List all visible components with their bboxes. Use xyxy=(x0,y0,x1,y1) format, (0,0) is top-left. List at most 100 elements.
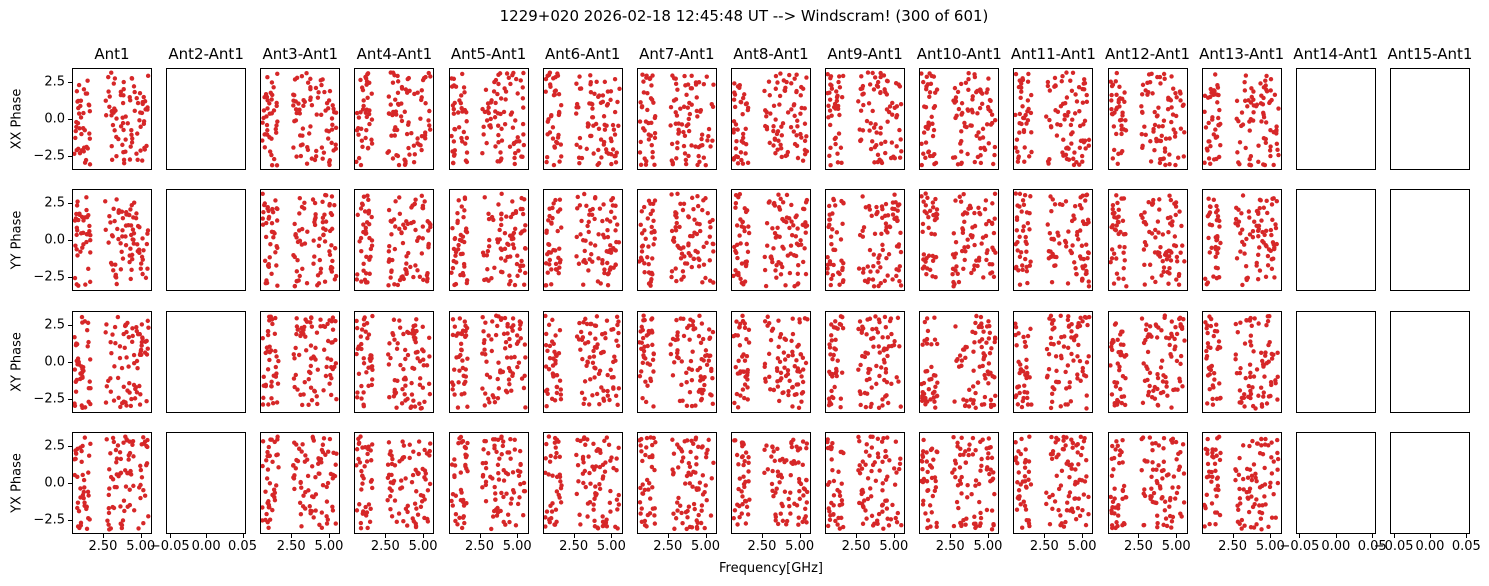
data-point xyxy=(369,247,374,252)
x-tick-mark xyxy=(517,533,519,538)
y-tick-label: −2.5 xyxy=(33,391,65,407)
y-tick-label: −2.5 xyxy=(33,148,65,164)
data-point xyxy=(314,85,319,91)
data-point xyxy=(463,226,468,232)
data-point xyxy=(495,132,501,138)
data-point xyxy=(967,403,972,409)
data-point xyxy=(696,144,701,150)
data-point xyxy=(263,489,268,494)
data-point xyxy=(872,231,878,237)
data-point xyxy=(450,160,456,166)
data-point xyxy=(742,381,748,387)
data-point xyxy=(990,221,995,227)
data-point xyxy=(388,506,394,512)
data-point xyxy=(407,152,413,157)
data-point xyxy=(425,516,430,522)
subplot-xy-ant14-ant1 xyxy=(1295,310,1376,413)
data-point xyxy=(691,207,696,212)
data-point xyxy=(856,326,861,331)
data-point xyxy=(986,371,992,376)
data-point xyxy=(305,161,310,166)
data-point xyxy=(1142,282,1147,288)
data-point xyxy=(1256,223,1261,229)
data-point xyxy=(977,338,983,344)
data-point xyxy=(610,203,615,208)
data-point xyxy=(132,89,137,95)
data-point xyxy=(1205,340,1210,346)
data-point xyxy=(517,462,523,467)
data-point xyxy=(933,384,938,389)
data-point xyxy=(896,268,902,273)
data-point xyxy=(558,500,564,505)
data-point xyxy=(73,276,78,281)
data-point xyxy=(967,387,972,392)
data-point xyxy=(687,337,692,342)
data-point xyxy=(1017,130,1022,135)
data-point xyxy=(576,320,582,325)
data-point xyxy=(274,263,279,268)
data-point xyxy=(1082,221,1087,227)
data-point xyxy=(1064,152,1069,158)
data-point xyxy=(1113,131,1118,137)
data-point xyxy=(776,205,782,210)
data-point xyxy=(484,140,489,146)
data-point xyxy=(388,355,394,360)
data-point xyxy=(682,133,687,139)
data-point xyxy=(507,368,512,373)
data-point xyxy=(508,215,513,220)
data-point xyxy=(928,396,934,402)
data-point xyxy=(769,328,775,333)
data-point xyxy=(870,70,875,76)
data-point xyxy=(500,439,505,444)
data-point xyxy=(577,135,582,141)
data-point xyxy=(800,367,806,372)
data-point xyxy=(922,397,927,403)
data-point xyxy=(314,393,320,399)
data-point xyxy=(596,126,601,131)
data-point xyxy=(479,106,485,112)
data-point xyxy=(510,487,515,493)
data-point xyxy=(326,106,331,111)
data-point xyxy=(707,336,712,341)
data-point xyxy=(1026,333,1031,338)
data-point xyxy=(1115,349,1121,355)
data-point xyxy=(1203,348,1209,353)
data-point xyxy=(740,95,746,101)
data-point xyxy=(1150,129,1156,134)
data-point xyxy=(132,395,138,401)
data-point xyxy=(328,252,333,258)
data-point xyxy=(797,316,802,322)
data-point xyxy=(405,509,411,515)
data-point xyxy=(743,151,748,156)
data-point xyxy=(784,220,789,225)
data-point xyxy=(502,258,508,264)
data-point xyxy=(486,238,491,243)
data-point xyxy=(1020,267,1026,273)
column-header-ant6-ant1: Ant6-Ant1 xyxy=(544,45,621,63)
data-point xyxy=(326,480,331,486)
data-point xyxy=(835,160,841,165)
data-point xyxy=(731,155,737,161)
data-point xyxy=(139,339,145,344)
data-point xyxy=(1158,390,1163,395)
data-point xyxy=(498,256,503,261)
data-point xyxy=(894,144,899,149)
data-point xyxy=(990,262,995,267)
data-point xyxy=(416,512,421,517)
data-point xyxy=(1213,210,1218,215)
data-point xyxy=(1216,224,1222,230)
data-point xyxy=(953,198,958,204)
data-point xyxy=(320,199,326,205)
data-point xyxy=(456,436,462,441)
data-point xyxy=(952,398,958,404)
data-point xyxy=(120,120,126,126)
data-point xyxy=(646,137,651,142)
data-point xyxy=(921,221,926,227)
data-point xyxy=(1021,395,1027,400)
data-point xyxy=(1114,380,1119,385)
x-tick-label: 5.00 xyxy=(408,538,438,554)
data-point xyxy=(401,222,406,228)
data-point xyxy=(649,316,654,322)
data-point xyxy=(333,337,338,342)
data-point xyxy=(306,473,311,479)
